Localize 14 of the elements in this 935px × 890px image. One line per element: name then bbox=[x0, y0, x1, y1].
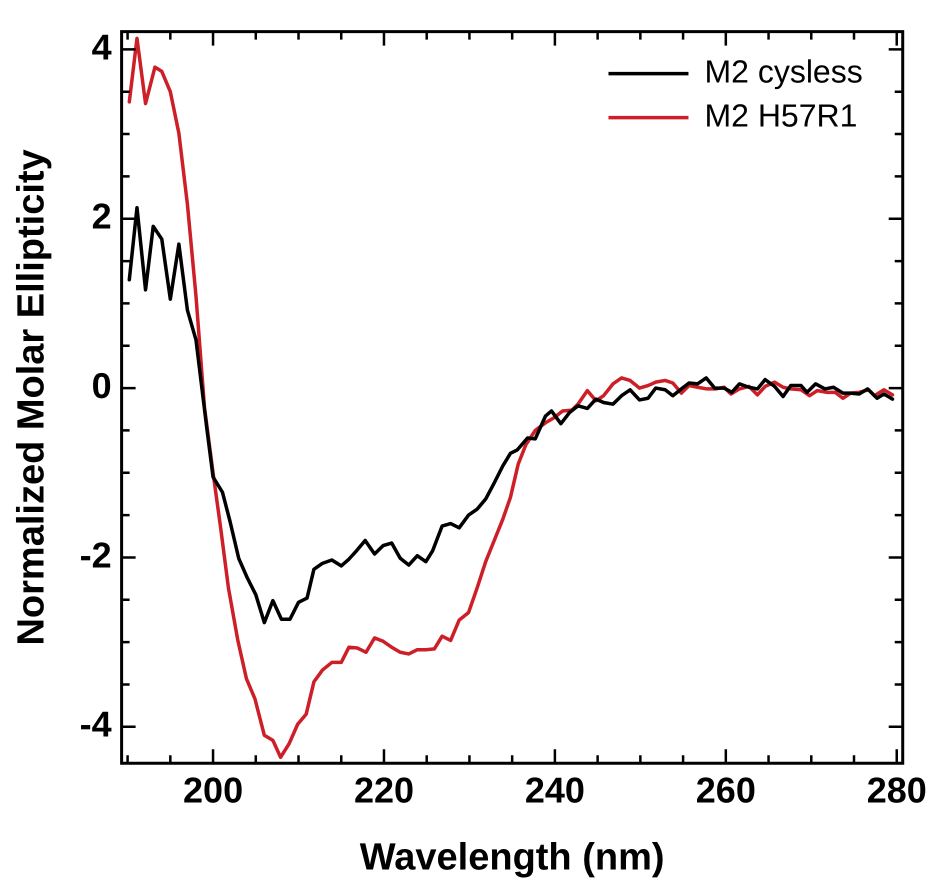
x-tick-label: 220 bbox=[354, 770, 414, 811]
x-tick-label: 260 bbox=[696, 770, 756, 811]
y-tick-label: -4 bbox=[80, 704, 112, 745]
legend-label: M2 H57R1 bbox=[704, 97, 858, 134]
y-axis-title: Normalized Molar Ellipticity bbox=[10, 149, 52, 646]
legend-label: M2 cysless bbox=[704, 53, 863, 90]
y-tick-label: 0 bbox=[92, 365, 112, 406]
x-tick-label: 240 bbox=[524, 770, 585, 811]
y-tick-label: -2 bbox=[80, 534, 112, 576]
y-tick-label: 4 bbox=[92, 26, 112, 68]
x-tick-label: 280 bbox=[866, 770, 927, 811]
x-axis-title: Wavelength (nm) bbox=[360, 836, 665, 879]
y-tick-label: 2 bbox=[92, 196, 112, 237]
x-tick-label: 200 bbox=[183, 770, 244, 811]
